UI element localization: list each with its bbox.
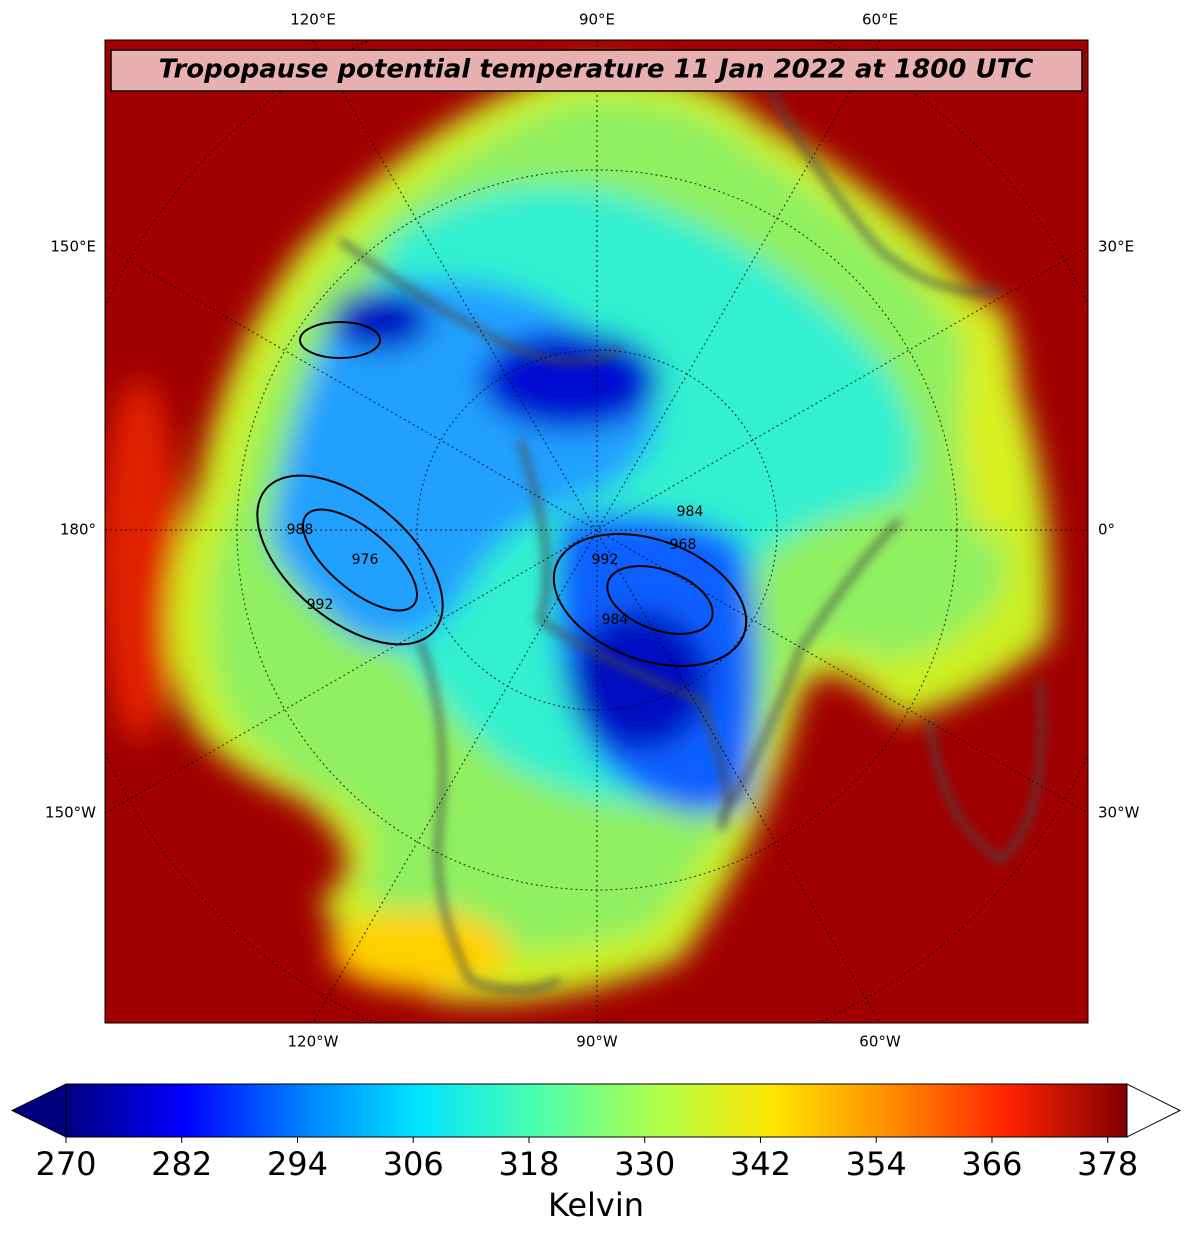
colorbar-tick-label: 270 — [35, 1145, 96, 1183]
map-title: Tropopause potential temperature 11 Jan … — [159, 55, 1034, 85]
colorbar-label: Kelvin — [548, 1186, 644, 1224]
colorbar-tick-label: 378 — [1077, 1145, 1138, 1183]
colorbar-tick-label: 330 — [614, 1145, 675, 1183]
colorbar-tick-label: 318 — [498, 1145, 559, 1183]
colorbar-tick-label: 354 — [846, 1145, 907, 1183]
lon-label: 90°E — [579, 11, 615, 29]
lon-label: 120°E — [290, 11, 336, 29]
lon-label: 150°W — [45, 804, 96, 822]
coastlines — [338, 88, 1045, 993]
lon-label: 30°E — [1098, 238, 1134, 256]
colorbar-under — [10, 1083, 67, 1138]
contour-labels: 988 992 976 984 968 992 984 — [287, 504, 704, 628]
colorbar-bar — [65, 1083, 1128, 1138]
lon-label: 180° — [60, 521, 96, 539]
contour-label: 992 — [307, 597, 334, 613]
longitude-labels: 120°E 90°E 60°E 120°W 90°W 60°W 150°E 180° 150°W… — [45, 11, 1140, 1051]
lon-label: 150°E — [50, 238, 96, 256]
colorbar-over — [1126, 1083, 1182, 1138]
colorbar-tick-label: 294 — [267, 1145, 328, 1183]
contour-label: 968 — [670, 537, 697, 553]
contour-label: 992 — [592, 552, 619, 568]
lon-label: 0° — [1098, 521, 1115, 539]
title-box — [110, 49, 1083, 92]
lon-label: 60°E — [862, 11, 898, 29]
colorbar-tick-label: 342 — [730, 1145, 791, 1183]
lon-label: 30°W — [1098, 804, 1140, 822]
contour-label: 976 — [352, 552, 379, 568]
map: 988 992 976 984 968 992 984 — [105, 40, 1088, 1023]
map-frame — [104, 39, 1089, 1024]
colorbar-tick-label: 306 — [383, 1145, 444, 1183]
colorbar-tick-label: 282 — [151, 1145, 212, 1183]
lon-label: 60°W — [859, 1033, 901, 1051]
lon-label: 90°W — [576, 1033, 618, 1051]
contour-label: 984 — [602, 612, 629, 628]
graticule — [105, 40, 1088, 1023]
pressure-contours — [256, 321, 748, 667]
contour-label: 988 — [287, 522, 314, 538]
colorbar-tick-label: 366 — [961, 1145, 1022, 1183]
colorbar: 270 282 294 306 318 330 342 354 366 378 — [10, 1083, 1182, 1183]
contour-label: 984 — [677, 504, 704, 520]
lon-label: 120°W — [288, 1033, 339, 1051]
